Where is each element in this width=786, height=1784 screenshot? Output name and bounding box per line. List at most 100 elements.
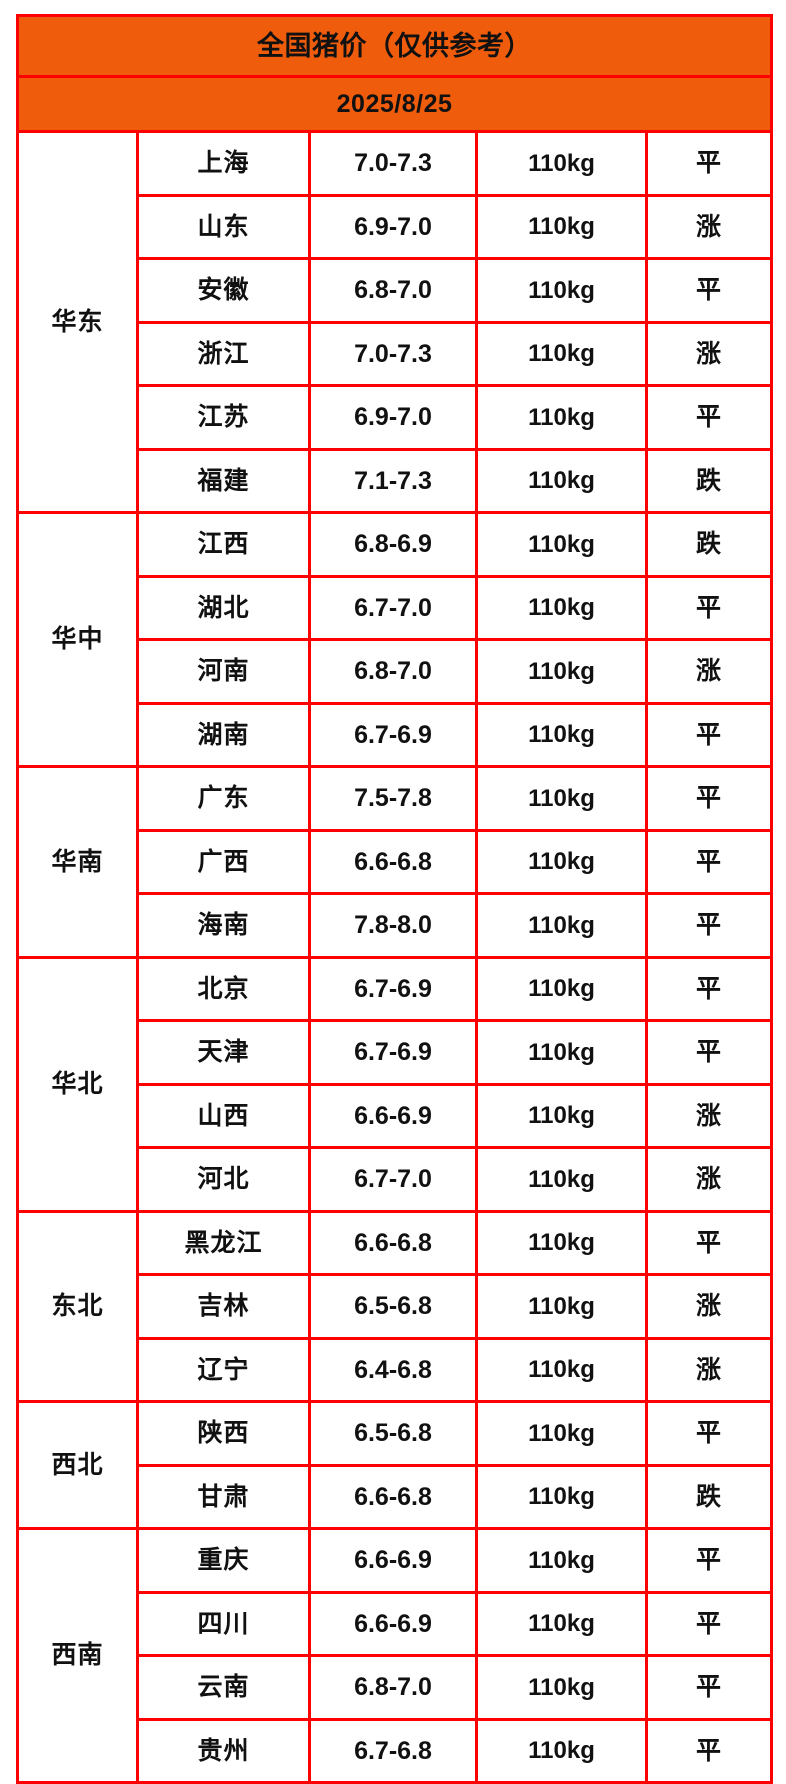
province-cell: 辽宁 [136, 1336, 311, 1403]
price-range-cell: 7.5-7.8 [308, 765, 478, 832]
weight-cell: 110kg [475, 511, 648, 578]
trend-cell-up: 涨 [644, 1273, 774, 1340]
price-range-cell: 6.6-6.9 [308, 1527, 478, 1594]
price-range-cell: 6.8-7.0 [308, 1654, 478, 1721]
region-cell: 东北 [16, 1209, 139, 1403]
trend-cell-flat: 平 [644, 574, 774, 641]
price-range-cell: 7.1-7.3 [308, 447, 478, 514]
province-cell: 湖南 [136, 701, 311, 768]
province-cell: 山东 [136, 193, 311, 260]
trend-cell-flat: 平 [644, 892, 774, 959]
price-range-cell: 6.7-6.8 [308, 1717, 478, 1784]
trend-cell-flat: 平 [644, 828, 774, 895]
trend-cell-flat: 平 [644, 955, 774, 1022]
table-row: 山西 6.6-6.9 110kg 涨 [18, 1082, 774, 1149]
region-cell: 华中 [16, 511, 139, 768]
table-row: 河北 6.7-7.0 110kg 涨 [18, 1146, 774, 1213]
price-range-cell: 6.6-6.8 [308, 828, 478, 895]
province-cell: 甘肃 [136, 1463, 311, 1530]
table-row: 甘肃 6.6-6.8 110kg 跌 [18, 1463, 774, 1530]
price-range-cell: 6.7-6.9 [308, 1019, 478, 1086]
pig-price-table-page: 全国猪价（仅供参考） 2025/8/25 华东 上海 7.0-7.3 110kg 平山东… [15, 14, 774, 1784]
weight-cell: 110kg [475, 828, 648, 895]
province-cell: 四川 [136, 1590, 311, 1657]
trend-cell-up: 涨 [644, 1336, 774, 1403]
weight-cell: 110kg [475, 574, 648, 641]
table-row: 湖南 6.7-6.9 110kg 平 [18, 701, 774, 768]
trend-cell-up: 涨 [644, 638, 774, 705]
trend-cell-flat: 平 [644, 257, 774, 324]
trend-cell-flat: 平 [644, 701, 774, 768]
table-row: 四川 6.6-6.9 110kg 平 [18, 1590, 774, 1657]
table-row: 华东 上海 7.0-7.3 110kg 平 [16, 130, 774, 514]
weight-cell: 110kg [475, 1336, 648, 1403]
trend-cell-down: 跌 [644, 447, 774, 514]
province-cell: 河南 [136, 638, 311, 705]
trend-cell-flat: 平 [644, 1209, 774, 1276]
price-range-cell: 6.7-6.9 [308, 955, 478, 1022]
province-cell: 山西 [136, 1082, 311, 1149]
region-cell: 西南 [16, 1527, 139, 1784]
trend-cell-flat: 平 [644, 1717, 774, 1784]
price-range-cell: 6.5-6.8 [308, 1273, 478, 1340]
table-row: 华南 广东 7.5-7.8 110kg 平 [16, 765, 774, 959]
table-row: 西北 陕西 6.5-6.8 110kg 平 [16, 1400, 774, 1530]
trend-cell-flat: 平 [644, 130, 774, 197]
price-range-cell: 7.0-7.3 [308, 130, 478, 197]
table-body: 华东 上海 7.0-7.3 110kg 平山东 6.9-7.0 110kg 涨安徽 6.8-7.… [16, 130, 774, 1784]
region-cell: 华北 [16, 955, 139, 1213]
province-cell: 黑龙江 [136, 1209, 311, 1276]
weight-cell: 110kg [475, 1400, 648, 1467]
weight-cell: 110kg [475, 384, 648, 451]
title-row: 全国猪价（仅供参考） [15, 14, 774, 78]
trend-cell-flat: 平 [644, 1400, 774, 1467]
price-range-cell: 6.4-6.8 [308, 1336, 478, 1403]
weight-cell: 110kg [475, 1146, 648, 1213]
price-range-cell: 7.8-8.0 [308, 892, 478, 959]
weight-cell: 110kg [475, 193, 648, 260]
trend-cell-up: 涨 [644, 193, 774, 260]
report-date: 2025/8/25 [15, 75, 774, 133]
price-range-cell: 6.8-6.9 [308, 511, 478, 578]
weight-cell: 110kg [475, 1527, 648, 1594]
price-range-cell: 6.9-7.0 [308, 193, 478, 260]
weight-cell: 110kg [475, 1463, 648, 1530]
table-row: 安徽 6.8-7.0 110kg 平 [18, 257, 774, 324]
weight-cell: 110kg [475, 1082, 648, 1149]
province-cell: 安徽 [136, 257, 311, 324]
price-range-cell: 6.9-7.0 [308, 384, 478, 451]
table-row: 海南 7.8-8.0 110kg 平 [18, 892, 774, 959]
trend-cell-down: 跌 [644, 511, 774, 578]
province-cell: 贵州 [136, 1717, 311, 1784]
price-range-cell: 6.6-6.9 [308, 1082, 478, 1149]
table-row: 华中 江西 6.8-6.9 110kg 跌 [16, 511, 774, 768]
weight-cell: 110kg [475, 1273, 648, 1340]
weight-cell: 110kg [475, 320, 648, 387]
province-cell: 江苏 [136, 384, 311, 451]
price-range-cell: 6.8-7.0 [308, 638, 478, 705]
trend-cell-flat: 平 [644, 1654, 774, 1721]
weight-cell: 110kg [475, 1590, 648, 1657]
table-row: 华北 北京 6.7-6.9 110kg 平 [16, 955, 774, 1213]
page-title: 全国猪价（仅供参考） [15, 14, 774, 78]
date-row: 2025/8/25 [15, 75, 774, 133]
weight-cell: 110kg [475, 1654, 648, 1721]
province-cell: 上海 [136, 130, 311, 197]
trend-cell-down: 跌 [644, 1463, 774, 1530]
weight-cell: 110kg [475, 1209, 648, 1276]
weight-cell: 110kg [475, 447, 648, 514]
province-cell: 广西 [136, 828, 311, 895]
table-row: 江苏 6.9-7.0 110kg 平 [18, 384, 774, 451]
price-range-cell: 7.0-7.3 [308, 320, 478, 387]
province-cell: 广东 [136, 765, 311, 832]
province-cell: 福建 [136, 447, 311, 514]
weight-cell: 110kg [475, 765, 648, 832]
weight-cell: 110kg [475, 130, 648, 197]
province-cell: 北京 [136, 955, 311, 1022]
region-cell: 西北 [16, 1400, 139, 1530]
trend-cell-up: 涨 [644, 1146, 774, 1213]
table-row: 福建 7.1-7.3 110kg 跌 [18, 447, 774, 514]
region-cell: 华东 [16, 130, 139, 514]
province-cell: 湖北 [136, 574, 311, 641]
weight-cell: 110kg [475, 1717, 648, 1784]
